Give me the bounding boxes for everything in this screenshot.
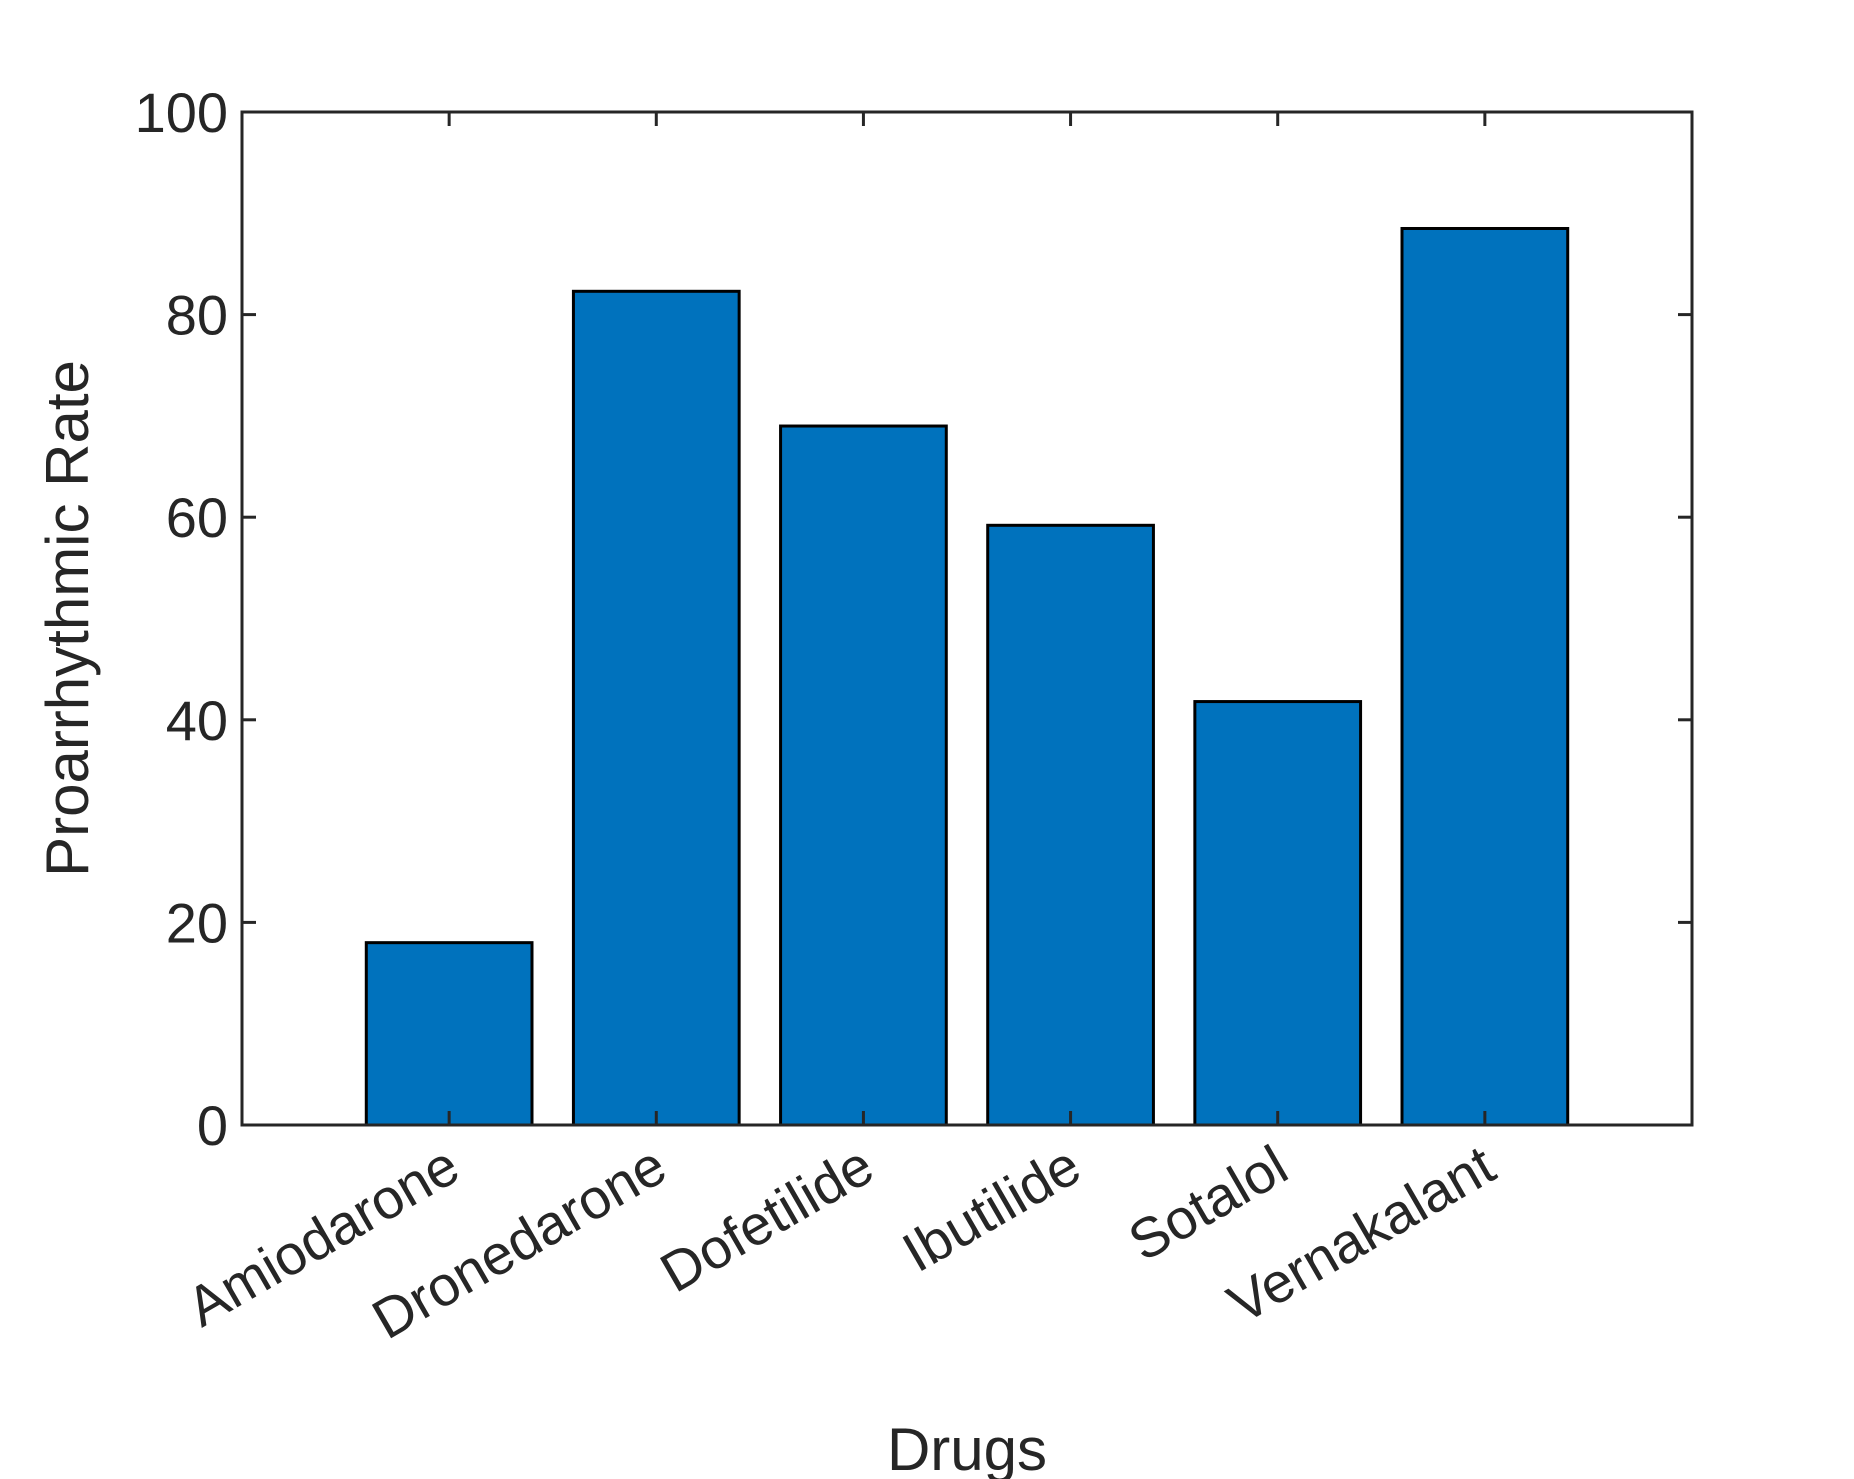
bar-amiodarone: [364, 941, 534, 1127]
y-tick-label-80: 80: [166, 284, 228, 347]
y-tick-label-0: 0: [197, 1094, 228, 1157]
y-tick-label-20: 20: [166, 891, 228, 954]
y-axis-label: Proarrhythmic Rate: [34, 360, 101, 877]
y-tick-label-40: 40: [166, 689, 228, 752]
axes-box: [240, 110, 1694, 1127]
bar-sotalol: [1193, 700, 1363, 1127]
bar-dofetilide: [779, 424, 948, 1127]
bar-dronedarone: [571, 289, 741, 1127]
x-tick-label-dofetilide: Dofetilide: [650, 1133, 884, 1304]
bar-vernakalant: [1400, 226, 1570, 1127]
y-tick-labels: 0 20 40 60 80 100: [135, 81, 228, 1157]
bar-ibutilide: [986, 523, 1155, 1127]
x-axis-label: Drugs: [887, 1416, 1047, 1479]
bars-group: [364, 226, 1570, 1127]
ticks-group: [242, 110, 1692, 1127]
y-tick-label-60: 60: [166, 486, 228, 549]
y-tick-label-100: 100: [135, 81, 228, 144]
x-tick-label-ibutilide: Ibutilide: [892, 1133, 1091, 1284]
